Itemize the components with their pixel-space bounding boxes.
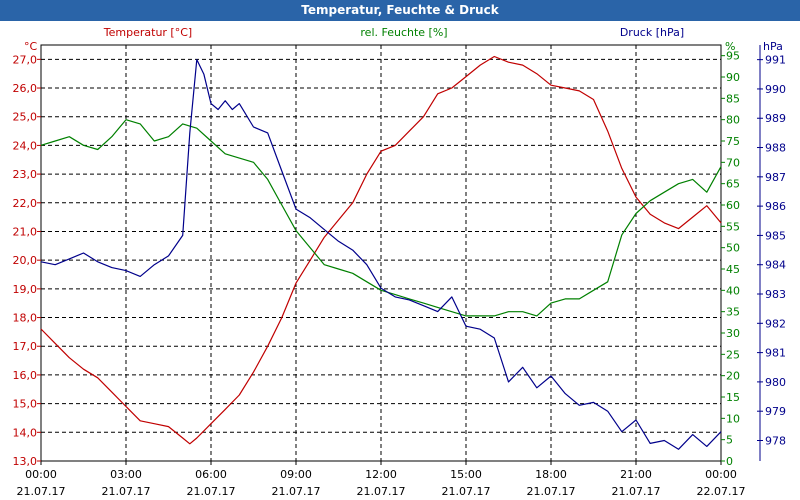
hum-tick-label: 30 (726, 327, 740, 340)
hum-tick-label: 75 (726, 135, 740, 148)
press-tick-label: 985 (765, 229, 786, 242)
x-tick-label: 21:00 (620, 468, 652, 481)
hum-tick-label: 25 (726, 348, 740, 361)
temp-tick-label: 14,0 (13, 426, 38, 439)
x-date-label: 21.07.17 (187, 485, 236, 498)
temp-unit-label: °C (24, 40, 38, 53)
hum-tick-label: 15 (726, 391, 740, 404)
hum-tick-label: 70 (726, 156, 740, 169)
temp-tick-label: 13,0 (13, 455, 38, 468)
x-tick-label: 00:00 (25, 468, 57, 481)
hum-tick-label: 35 (726, 306, 740, 319)
x-date-label: 21.07.17 (102, 485, 151, 498)
temp-tick-label: 18,0 (13, 312, 38, 325)
x-date-label: 21.07.17 (442, 485, 491, 498)
hum-axis-title: rel. Feuchte [%] (360, 26, 447, 39)
temp-tick-label: 15,0 (13, 398, 38, 411)
temp-tick-label: 19,0 (13, 283, 38, 296)
press-tick-label: 984 (765, 259, 786, 272)
hum-tick-label: 0 (726, 455, 733, 468)
temp-tick-label: 25,0 (13, 111, 38, 124)
x-tick-label: 09:00 (280, 468, 312, 481)
hum-tick-label: 20 (726, 370, 740, 383)
window-title: Temperatur, Feuchte & Druck (0, 0, 800, 21)
temp-tick-label: 21,0 (13, 225, 38, 238)
x-tick-label: 06:00 (195, 468, 227, 481)
temp-tick-label: 22,0 (13, 197, 38, 210)
hum-tick-label: 55 (726, 220, 740, 233)
temp-tick-label: 16,0 (13, 369, 38, 382)
x-tick-label: 03:00 (110, 468, 142, 481)
hum-tick-label: 85 (726, 92, 740, 105)
series-lines (40, 55, 722, 450)
x-date-label: 21.07.17 (612, 485, 661, 498)
hum-tick-label: 10 (726, 412, 740, 425)
temp-tick-label: 27,0 (13, 53, 38, 66)
x-tick-label: 15:00 (450, 468, 482, 481)
temp-tick-label: 23,0 (13, 168, 38, 181)
press-unit-label: hPa (763, 40, 783, 53)
x-date-label: 22.07.17 (697, 485, 746, 498)
humidity-line (40, 119, 722, 317)
press-tick-label: 989 (765, 112, 786, 125)
hum-tick-label: 40 (726, 284, 740, 297)
press-tick-label: 990 (765, 83, 786, 96)
x-tick-label: 00:00 (705, 468, 737, 481)
press-tick-label: 987 (765, 171, 786, 184)
press-tick-label: 980 (765, 376, 786, 389)
hum-tick-label: 60 (726, 199, 740, 212)
temp-tick-label: 26,0 (13, 82, 38, 95)
press-axis-title: Druck [hPa] (620, 26, 684, 39)
press-tick-label: 978 (765, 434, 786, 447)
temperature-line (40, 55, 722, 445)
pressure-line (40, 58, 722, 450)
temp-tick-label: 24,0 (13, 139, 38, 152)
x-tick-label: 12:00 (365, 468, 397, 481)
press-tick-label: 986 (765, 200, 786, 213)
axes: 00:00 21.07.17 03:00 21.07.17 06:00 21.07.17 0… (13, 45, 786, 498)
x-date-label: 21.07.17 (357, 485, 406, 498)
press-tick-label: 981 (765, 347, 786, 360)
press-tick-label: 982 (765, 317, 786, 330)
hum-tick-label: 50 (726, 242, 740, 255)
temp-tick-label: 20,0 (13, 254, 38, 267)
x-date-label: 21.07.17 (17, 485, 66, 498)
press-tick-label: 983 (765, 288, 786, 301)
x-date-label: 21.07.17 (527, 485, 576, 498)
grid (41, 45, 721, 461)
hum-tick-label: 80 (726, 114, 740, 127)
x-tick-label: 18:00 (535, 468, 567, 481)
temp-axis-title: Temperatur [°C] (103, 26, 192, 39)
hum-tick-label: 90 (726, 71, 740, 84)
press-tick-label: 991 (765, 54, 786, 67)
hum-tick-label: 95 (726, 50, 740, 63)
climate-chart: 00:00 21.07.17 03:00 21.07.17 06:00 21.07.17 0… (13, 26, 787, 498)
hum-tick-label: 45 (726, 263, 740, 276)
press-tick-label: 979 (765, 405, 786, 418)
x-date-label: 21.07.17 (272, 485, 321, 498)
temp-tick-label: 17,0 (13, 340, 38, 353)
hum-tick-label: 5 (726, 434, 733, 447)
hum-unit-label: % (725, 40, 735, 53)
hum-tick-label: 65 (726, 178, 740, 191)
press-tick-label: 988 (765, 142, 786, 155)
